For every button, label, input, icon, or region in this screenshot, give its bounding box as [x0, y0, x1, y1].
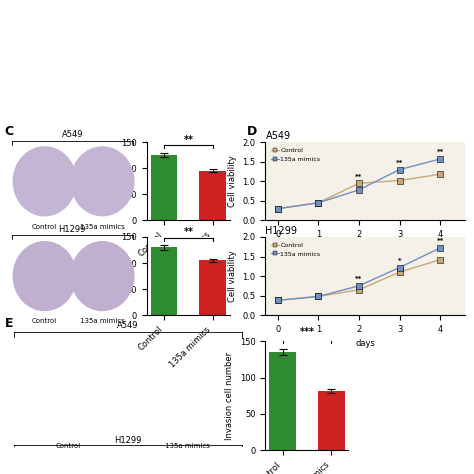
- Text: D: D: [246, 125, 257, 138]
- Bar: [200, 261, 226, 315]
- Text: Control: Control: [56, 443, 82, 448]
- Text: **: **: [437, 149, 444, 155]
- Text: 135a mimics: 135a mimics: [80, 319, 125, 324]
- Ellipse shape: [71, 147, 134, 216]
- Y-axis label: Colony count: Colony count: [107, 248, 116, 304]
- Bar: [200, 171, 226, 220]
- X-axis label: days: days: [355, 339, 375, 348]
- Text: A549: A549: [117, 321, 139, 330]
- Bar: [151, 155, 177, 220]
- Bar: [318, 391, 345, 450]
- Y-axis label: Colony count: Colony count: [107, 154, 116, 209]
- X-axis label: days: days: [355, 245, 375, 254]
- Y-axis label: Invasion cell number: Invasion cell number: [226, 352, 235, 440]
- Text: H1299: H1299: [114, 436, 142, 445]
- Ellipse shape: [71, 242, 134, 310]
- Text: E: E: [5, 317, 13, 330]
- Text: **: **: [437, 238, 444, 245]
- Text: A549: A549: [265, 131, 291, 141]
- Ellipse shape: [13, 147, 76, 216]
- Text: **: **: [183, 135, 193, 145]
- Text: A549: A549: [62, 130, 83, 139]
- Bar: [151, 247, 177, 315]
- Y-axis label: Cell viability: Cell viability: [228, 250, 237, 302]
- Legend: Control, 135a mimics: Control, 135a mimics: [269, 240, 323, 259]
- Text: **: **: [355, 174, 363, 180]
- Text: ***: ***: [300, 327, 314, 337]
- Text: **: **: [355, 276, 363, 283]
- Text: *: *: [398, 258, 401, 264]
- Text: C: C: [5, 125, 14, 138]
- Text: 135a mimics: 135a mimics: [80, 224, 125, 229]
- Text: **: **: [396, 160, 403, 166]
- Text: Control: Control: [32, 319, 57, 324]
- Text: Control: Control: [32, 224, 57, 229]
- Text: **: **: [183, 227, 193, 237]
- Text: H1299: H1299: [265, 226, 298, 236]
- Bar: [269, 352, 296, 450]
- Text: H1299: H1299: [59, 225, 86, 234]
- Text: 135a mimics: 135a mimics: [165, 443, 210, 448]
- Y-axis label: Cell viability: Cell viability: [228, 155, 237, 207]
- Legend: Control, 135a mimics: Control, 135a mimics: [269, 146, 323, 164]
- Ellipse shape: [13, 242, 76, 310]
